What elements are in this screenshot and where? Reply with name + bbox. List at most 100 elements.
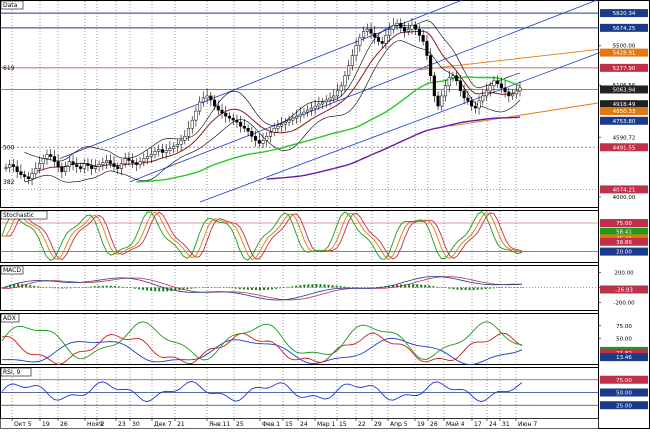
macd-signal-line [2,276,523,301]
candle [458,80,462,92]
candle [145,156,150,159]
price-tag [600,48,648,57]
macd-histogram-bar [504,287,507,288]
price-tag [600,237,648,246]
macd-histogram-bar [9,284,12,288]
macd-histogram-bar [351,287,354,288]
macd-histogram-bar [480,287,483,290]
macd-histogram-bar [327,284,330,288]
candle [276,125,280,129]
price-tag-label: 13.46 [616,355,632,361]
candle [421,35,425,42]
candle [484,90,489,97]
macd-histogram-bar [190,287,193,289]
price-tag-label: 75.00 [616,378,632,384]
macd-histogram-bar [496,287,499,288]
macd-histogram-bar [65,287,68,289]
price-tag-label: 5063.94 [613,87,636,93]
macd-line [1,276,522,301]
x-tick-label: Ноя 2 [87,421,105,428]
macd-histogram-bar [335,285,338,288]
price-tag [600,388,648,397]
price-tag-label: 4074.21 [613,187,636,193]
candle [507,91,511,97]
macd-histogram-bar [521,287,523,288]
macd-histogram-bar [500,287,503,288]
candle [101,162,105,165]
candle [373,33,377,38]
macd-histogram-bar [275,287,278,289]
candle [250,131,254,137]
macd-histogram-bar [81,287,84,288]
candle [380,41,384,44]
candle [90,165,94,169]
x-tick-label: 31 [502,421,510,428]
candle [455,75,459,82]
candle [414,24,418,30]
candle [265,136,269,141]
candle [45,154,49,159]
axis-tick-label: -200.00 [613,301,635,307]
candle [220,109,224,114]
candle [406,29,410,32]
candle [235,119,239,123]
macd-histogram-bar [396,284,399,288]
macd-histogram-bar [214,287,217,288]
moving-average-long [266,116,521,180]
candle [116,166,120,169]
macd-histogram-bar [89,286,92,288]
price-tag [600,227,648,236]
panel-title-adx: ADX [3,315,16,322]
price-tag [600,375,648,384]
panel-title-rsi: RSI, 9 [3,369,21,376]
candle [168,148,172,151]
macd-histogram-bar [85,286,88,288]
candle [78,166,83,169]
candle [157,149,161,152]
macd-histogram-bar [146,287,149,291]
fib-level-label: 382 [3,179,15,186]
macd-histogram-bar [166,287,169,292]
candle [11,164,15,167]
bollinger-upper [24,20,521,162]
macd-histogram-bar [234,287,237,289]
macd-histogram-bar [323,284,326,288]
price-tag [600,85,648,94]
x-tick-label: Июн 7 [518,421,537,428]
candle [302,111,306,115]
candle [75,164,79,167]
price-tag-label: 58.41 [616,230,632,236]
panel-title-box [0,367,32,377]
macd-histogram-bar [25,284,28,288]
macd-histogram-bar [97,285,100,288]
macd-histogram-bar [101,285,104,288]
macd-histogram-bar [375,287,378,288]
macd-histogram-bar [222,287,225,288]
macd-histogram-bar [404,284,407,288]
candle [402,27,407,32]
candle [60,166,64,172]
price-tag-label: -26.93 [615,288,633,294]
candle [15,166,19,172]
candle [488,85,492,92]
macd-histogram-bar [379,286,382,288]
candle [190,119,194,129]
x-tick-label: 21 [177,421,185,428]
macd-histogram-bar [371,287,374,288]
macd-histogram-bar [109,285,112,288]
candle [347,65,351,76]
stoch-slow-line [2,211,523,261]
macd-histogram-bar [150,287,153,291]
x-tick-label: 23 [118,421,126,428]
candle [321,101,325,105]
panel-frame-price [0,0,599,208]
macd-histogram-bar [41,286,44,288]
candle [52,156,56,162]
macd-histogram-bar [113,286,116,288]
macd-histogram-bar [484,287,487,290]
candle [186,127,191,137]
candle [477,100,481,109]
macd-histogram-bar [420,284,423,288]
macd-histogram-bar [387,285,390,288]
